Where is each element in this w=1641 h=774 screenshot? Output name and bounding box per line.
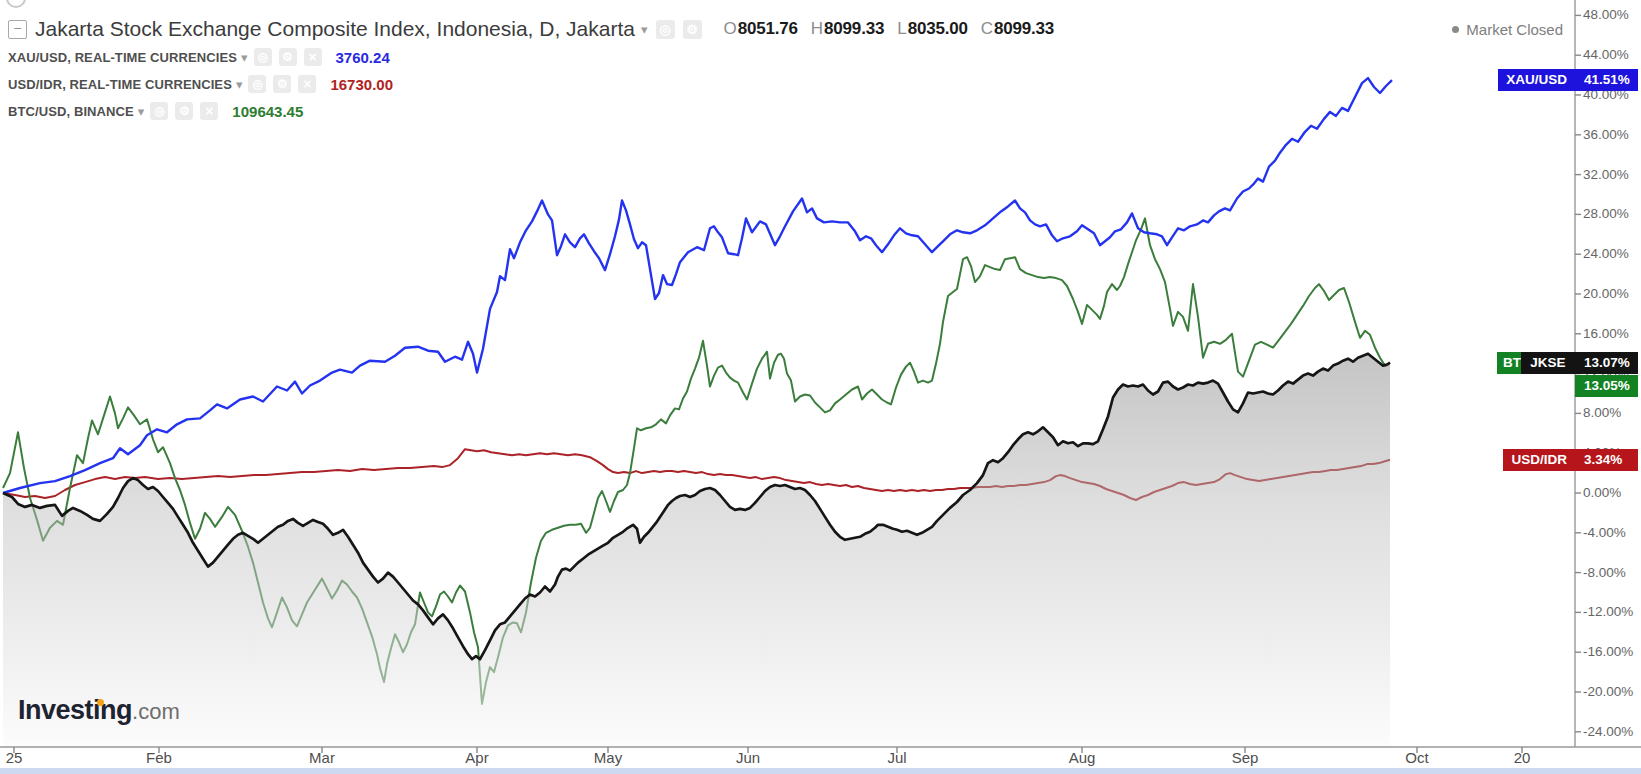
price-badge-usdidr-value: 3.34% — [1575, 449, 1638, 471]
y-axis-label: -8.00% — [1583, 565, 1639, 580]
y-axis-label: 48.00% — [1583, 7, 1639, 22]
market-status-dot — [1452, 26, 1459, 33]
x-axis-label: Feb — [146, 749, 172, 766]
series-caret-icon[interactable]: ▾ — [138, 104, 145, 119]
legend-row-btcusd: BTC/USD, BINANCE ▾ ◎ ⚙ × 109643.45 — [8, 102, 303, 120]
y-axis-label: 24.00% — [1583, 246, 1639, 261]
chart-window: – Jakarta Stock Exchange Composite Index… — [0, 0, 1641, 774]
collapse-legend-button[interactable]: – — [8, 20, 27, 39]
x-axis-label: 20 — [1514, 749, 1531, 766]
y-axis-label: 28.00% — [1583, 206, 1639, 221]
open-value: 8051.76 — [738, 19, 798, 38]
open-label: O — [724, 19, 737, 38]
x-axis-label: 25 — [6, 749, 23, 766]
close-icon[interactable]: × — [304, 48, 322, 66]
y-axis-label: -24.00% — [1583, 724, 1639, 739]
series-value: 109643.45 — [232, 103, 303, 120]
x-axis-label: Sep — [1232, 749, 1259, 766]
eye-icon[interactable]: ◎ — [656, 20, 675, 39]
ohlc-values: O8051.76H8099.33L8035.00C8099.33 — [724, 19, 1068, 39]
series-name[interactable]: USD/IDR, REAL-TIME CURRENCIES — [8, 77, 232, 92]
eye-icon[interactable]: ◎ — [248, 75, 266, 93]
y-axis-label: -12.00% — [1583, 604, 1639, 619]
series-caret-icon[interactable]: ▾ — [236, 77, 243, 92]
series-name[interactable]: XAU/USD, REAL-TIME CURRENCIES — [8, 50, 237, 65]
close-icon[interactable]: × — [200, 102, 218, 120]
series-caret-icon[interactable]: ▾ — [241, 50, 248, 65]
settings-icon[interactable]: ⚙ — [175, 102, 193, 120]
close-icon[interactable]: × — [298, 75, 316, 93]
y-axis-label: 32.00% — [1583, 167, 1639, 182]
y-axis-label: 36.00% — [1583, 127, 1639, 142]
low-value: 8035.00 — [908, 19, 968, 38]
close-label: C — [981, 19, 993, 38]
price-badge-jkse-symbol: JKSE — [1521, 352, 1575, 374]
series-value: 16730.00 — [330, 76, 393, 93]
series-value: 3760.24 — [336, 49, 390, 66]
eye-icon[interactable]: ◎ — [150, 102, 168, 120]
page-edge-strip — [0, 768, 1641, 774]
y-axis-label: 16.00% — [1583, 326, 1639, 341]
y-axis-label: 8.00% — [1583, 405, 1639, 420]
investing-logo-suffix: .com — [132, 699, 180, 724]
price-badge-btcusd-value: 13.05% — [1575, 375, 1638, 397]
settings-icon[interactable]: ⚙ — [683, 20, 702, 39]
x-axis-label: Aug — [1069, 749, 1096, 766]
legend-row-usdidr: USD/IDR, REAL-TIME CURRENCIES ▾ ◎ ⚙ × 16… — [8, 75, 393, 93]
price-badge-xauusd-symbol: XAU/USD — [1498, 69, 1575, 91]
high-value: 8099.33 — [824, 19, 884, 38]
x-axis-label: Oct — [1405, 749, 1428, 766]
price-badge-usdidr-symbol: USD/IDR — [1503, 449, 1575, 471]
settings-icon[interactable]: ⚙ — [279, 48, 297, 66]
price-badge-jkse-value: 13.07% — [1575, 352, 1638, 374]
legend-row-xauusd: XAU/USD, REAL-TIME CURRENCIES ▾ ◎ ⚙ × 37… — [8, 48, 390, 66]
x-axis-label: Jul — [887, 749, 906, 766]
high-label: H — [811, 19, 823, 38]
symbol-legend-row: – Jakarta Stock Exchange Composite Index… — [8, 17, 1067, 41]
price-badge-xauusd-value: 41.51% — [1575, 69, 1638, 91]
market-status-label: Market Closed — [1466, 21, 1563, 38]
eye-icon[interactable]: ◎ — [254, 48, 272, 66]
y-axis-label: -4.00% — [1583, 525, 1639, 540]
low-label: L — [897, 19, 906, 38]
market-status: Market Closed — [1452, 21, 1563, 38]
y-axis-label: 0.00% — [1583, 485, 1639, 500]
series-name[interactable]: BTC/USD, BINANCE — [8, 104, 134, 119]
x-axis-label: Jun — [736, 749, 760, 766]
close-value: 8099.33 — [994, 19, 1054, 38]
y-axis-label: -20.00% — [1583, 684, 1639, 699]
investing-logo[interactable]: Investing.com — [18, 695, 180, 726]
x-axis-label: Mar — [309, 749, 335, 766]
symbol-caret-icon[interactable]: ▾ — [641, 22, 648, 37]
y-axis-label: 44.00% — [1583, 47, 1639, 62]
y-axis-label: 20.00% — [1583, 286, 1639, 301]
symbol-title[interactable]: Jakarta Stock Exchange Composite Index, … — [35, 17, 635, 41]
series-area-jkse — [3, 354, 1390, 747]
logo-orange-dot — [97, 699, 104, 706]
x-axis-label: May — [594, 749, 622, 766]
investing-logo-text: Investing — [18, 695, 132, 726]
y-axis-label: -16.00% — [1583, 644, 1639, 659]
settings-icon[interactable]: ⚙ — [273, 75, 291, 93]
x-axis-label: Apr — [465, 749, 488, 766]
